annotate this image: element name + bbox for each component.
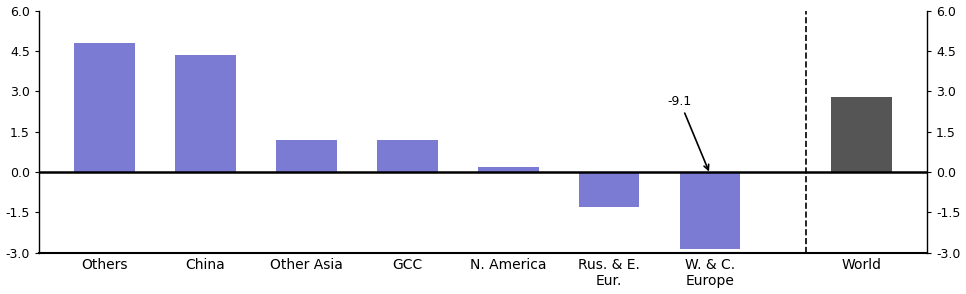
Bar xyxy=(579,172,639,207)
Bar xyxy=(680,172,740,249)
Bar xyxy=(74,43,135,172)
Bar xyxy=(831,97,892,172)
Bar xyxy=(478,167,538,172)
Bar xyxy=(276,140,337,172)
Text: -9.1: -9.1 xyxy=(668,95,709,170)
Bar xyxy=(377,140,438,172)
Bar xyxy=(175,55,236,172)
